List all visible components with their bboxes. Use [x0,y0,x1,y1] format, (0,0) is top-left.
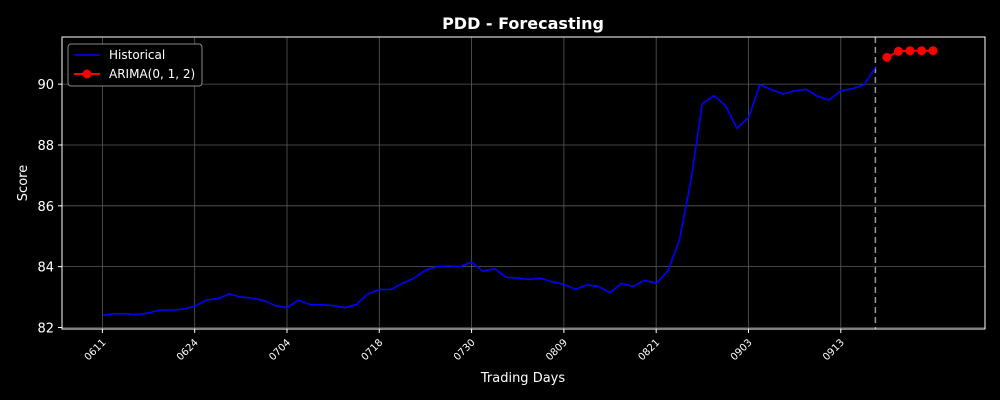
x-axis-label: Trading Days [480,371,565,386]
legend-arima-label: ARIMA(0, 1, 2) [109,67,195,81]
legend: Historical ARIMA(0, 1, 2) [67,43,203,87]
chart-title: PDD - Forecasting [442,14,604,33]
historical-line [102,66,877,317]
y-tick-label: 88 [37,139,54,154]
series-layer [102,46,938,317]
y-tick-label: 90 [37,78,54,93]
x-tick-label: 0624 [175,337,201,363]
y-tick-label: 84 [37,261,54,276]
forecast-point [917,46,927,56]
legend-historical-label: Historical [109,48,165,62]
legend-box [67,43,203,87]
y-tick-label: 82 [37,321,54,336]
x-tick-label: 0718 [360,337,386,363]
legend-arima-marker [82,69,92,79]
x-tick-label: 0809 [544,337,570,363]
axis-ticks: 82 84 86 88 90 0611 0624 0704 0718 0730 0809 0821 09… [37,78,846,363]
forecast-point [893,46,903,56]
y-axis-label: Score [16,165,31,201]
x-tick-label: 0903 [729,337,755,363]
x-tick-label: 0913 [821,337,847,363]
x-tick-label: 0821 [637,337,663,363]
forecast-point [882,52,892,62]
x-tick-label: 0611 [83,337,109,363]
plot-area-frame [61,36,986,330]
forecast-point [928,46,938,56]
x-tick-label: 0704 [267,337,293,363]
forecast-point [905,46,915,56]
x-tick-label: 0730 [452,337,478,363]
y-tick-label: 86 [37,200,54,215]
